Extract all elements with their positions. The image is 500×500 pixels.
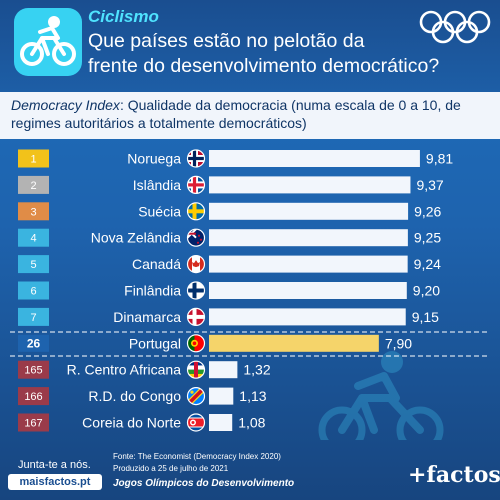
chart-row: 167 Coreia do Norte 1,08 (18, 413, 266, 432)
rank-badge (18, 360, 49, 379)
chart-row: 2 Islândia 9,37 (18, 175, 444, 195)
rank-label: 5 (30, 259, 36, 271)
bar (209, 308, 406, 326)
chart-row: 4 Nova Zelândia 9,25 (18, 228, 441, 247)
rank-badge (18, 281, 49, 300)
value-label: 9,24 (414, 256, 441, 272)
value-label: 9,81 (426, 151, 453, 167)
rank-badge (18, 202, 49, 221)
value-label: 1,13 (239, 388, 266, 404)
rank-badge (18, 149, 49, 168)
rank-badge (18, 413, 49, 432)
chart-row: 26 Portugal 7,90 (18, 334, 412, 353)
rank-badge (18, 175, 49, 194)
bar (209, 387, 234, 405)
value-label: 7,90 (385, 335, 412, 351)
value-label: 1,08 (238, 415, 265, 431)
header: Ciclismo Que países estão no pelotão da … (0, 0, 500, 92)
flag-new-zealand-icon (186, 228, 206, 247)
page-title-line-1: Que países estão no pelotão da (88, 30, 365, 52)
rank-label: 26 (27, 336, 41, 350)
category-label: Nova Zelândia (91, 230, 181, 246)
category-label: Portugal (129, 335, 181, 351)
flag-dr-congo-icon (186, 387, 206, 406)
category-label: Suécia (138, 203, 181, 219)
subtitle-box: Democracy Index: Qualidade da democracia… (0, 92, 500, 139)
flag-north-korea-icon (186, 413, 206, 432)
value-label: 9,26 (414, 203, 441, 219)
category-label: Islândia (133, 177, 181, 193)
category-label: Finlândia (124, 283, 181, 299)
chart-row: 3 Suécia 9,26 (18, 202, 442, 221)
index-name: Democracy Index (11, 97, 120, 113)
bar (209, 202, 409, 220)
rank-label: 167 (24, 418, 42, 430)
rank-label: 165 (24, 365, 42, 377)
background-cyclist-icon (318, 351, 444, 440)
bar-chart: 1 Noruega 9,81 2 Islândia 9,37 3 Suécia 9,26 4 Nov… (10, 149, 490, 440)
rank-badge (18, 228, 49, 247)
flag-finland-icon (186, 281, 206, 300)
footer-join-text: Junta-te a nós. (18, 459, 91, 471)
rank-label: 1 (30, 154, 36, 166)
value-label: 9,15 (412, 309, 439, 325)
chart-row: 166 R.D. do Congo 1,13 (18, 387, 267, 406)
bar (209, 282, 407, 299)
bar (209, 229, 408, 247)
bar (209, 414, 233, 431)
rank-label: 166 (24, 391, 42, 403)
rank-label: 6 (30, 286, 36, 298)
cyclist-icon (14, 8, 82, 76)
bar (209, 361, 238, 379)
bar (209, 150, 420, 167)
bar (209, 255, 408, 273)
footer-site-link[interactable]: maisfactos.pt (8, 474, 102, 490)
rank-label: 2 (30, 180, 36, 192)
value-label: 9,37 (416, 177, 443, 193)
footer-series: Jogos Olímpicos do Desenvolvimento (113, 478, 295, 489)
bar (209, 334, 379, 352)
chart-row: 1 Noruega 9,81 (18, 149, 453, 168)
brand-logo: +factos (408, 462, 500, 488)
sport-name: Ciclismo (88, 7, 159, 26)
rank-label: 7 (30, 312, 36, 324)
category-label: Noruega (127, 151, 181, 167)
category-label: R. Centro Africana (67, 362, 182, 378)
rank-badge (18, 307, 49, 326)
footer-source: Fonte: The Economist (Democracy Index 20… (113, 452, 281, 461)
flag-portugal-icon (186, 334, 206, 353)
subtitle-text: : Qualidade da democracia (numa escala d… (11, 97, 461, 131)
value-label: 1,32 (243, 362, 270, 378)
value-label: 9,25 (414, 230, 441, 246)
rank-badge (18, 387, 49, 406)
olympic-rings-icon (419, 10, 491, 44)
rank-label: 3 (30, 206, 36, 218)
rank-badge (18, 255, 49, 274)
category-label: Dinamarca (113, 309, 181, 325)
flag-central-african-republic-icon (186, 360, 206, 379)
flag-norway-icon (186, 149, 206, 168)
chart-row: 7 Dinamarca 9,15 (18, 307, 439, 326)
footer-date: Produzido a 25 de julho de 2021 (113, 464, 229, 473)
category-label: R.D. do Congo (88, 388, 181, 404)
rank-badge (18, 334, 49, 352)
rank-label: 4 (30, 233, 36, 245)
chart-row: 5 Canadá 9,24 (18, 254, 441, 274)
chart-row: 6 Finlândia 9,20 (18, 281, 440, 300)
bar (209, 176, 411, 194)
chart-row: 165 R. Centro Africana 1,32 (18, 360, 271, 379)
category-label: Canadá (132, 256, 181, 272)
value-label: 9,20 (413, 283, 440, 299)
flag-denmark-icon (186, 307, 206, 326)
flag-canada-icon (186, 254, 206, 274)
flag-iceland-icon (186, 175, 206, 195)
category-label: Coreia do Norte (82, 415, 181, 431)
chart-subtitle: Democracy Index: Qualidade da democracia… (11, 96, 496, 132)
page-title-line-2: frente do desenvolvimento democrático? (88, 55, 440, 77)
flag-sweden-icon (186, 202, 206, 221)
